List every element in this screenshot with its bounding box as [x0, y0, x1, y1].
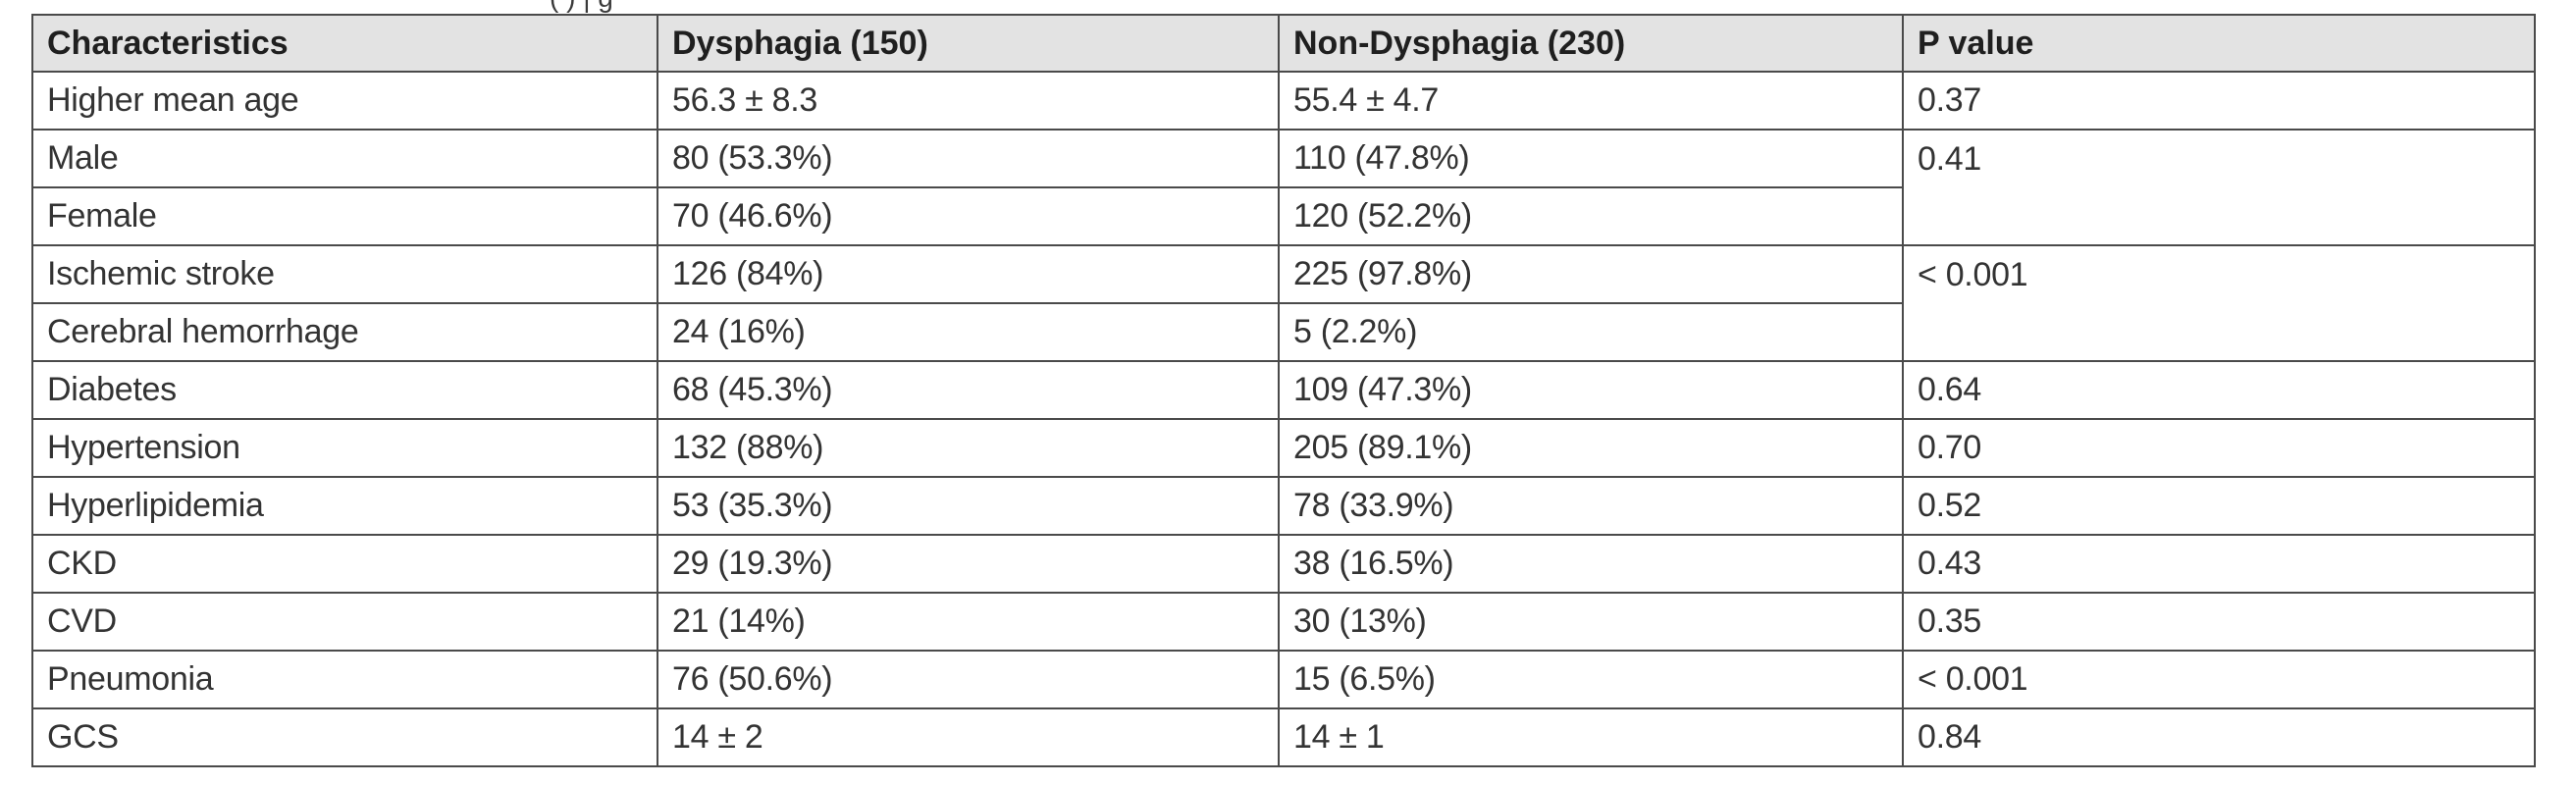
table-body: Higher mean age 56.3 ± 8.3 55.4 ± 4.7 0.…: [31, 71, 2536, 767]
cell-p-value: 0.64: [1902, 360, 2536, 420]
table-row: Cerebral hemorrhage 24 (16%) 5 (2.2%): [31, 302, 2535, 362]
header-dysphagia: Dysphagia (150): [657, 14, 1280, 73]
table-row: Female 70 (46.6%) 120 (52.2%): [31, 186, 2535, 246]
cell-characteristic: Hypertension: [31, 418, 658, 478]
table-row: Male 80 (53.3%) 110 (47.8%) 0.41: [31, 129, 2536, 246]
header-row: Characteristics Dysphagia (150) Non-Dysp…: [31, 14, 2536, 73]
cell-non-dysphagia: 78 (33.9%): [1278, 476, 1904, 536]
cell-dysphagia: 76 (50.6%): [657, 650, 1280, 709]
cell-characteristic: Diabetes: [31, 360, 658, 420]
cell-dysphagia: 126 (84%): [657, 244, 1280, 304]
table-row: CKD 29 (19.3%) 38 (16.5%) 0.43: [31, 534, 2536, 594]
table-row: GCS 14 ± 2 14 ± 1 0.84: [31, 707, 2536, 767]
header-characteristics: Characteristics: [31, 14, 658, 73]
cell-dysphagia: 70 (46.6%): [657, 186, 1280, 246]
characteristics-table-container: Characteristics Dysphagia (150) Non-Dysp…: [31, 14, 2536, 767]
cell-characteristic: Pneumonia: [31, 650, 658, 709]
table-row: Higher mean age 56.3 ± 8.3 55.4 ± 4.7 0.…: [31, 71, 2536, 131]
table-row: Hypertension 132 (88%) 205 (89.1%) 0.70: [31, 418, 2536, 478]
cell-dysphagia: 53 (35.3%): [657, 476, 1280, 536]
table-row: Pneumonia 76 (50.6%) 15 (6.5%) < 0.001: [31, 650, 2536, 709]
table-header: Characteristics Dysphagia (150) Non-Dysp…: [31, 14, 2536, 73]
cell-non-dysphagia: 205 (89.1%): [1278, 418, 1904, 478]
characteristics-table: Characteristics Dysphagia (150) Non-Dysp…: [31, 14, 2536, 767]
table-row: CVD 21 (14%) 30 (13%) 0.35: [31, 592, 2536, 652]
cell-dysphagia: 21 (14%): [657, 592, 1280, 652]
cell-dysphagia: 132 (88%): [657, 418, 1280, 478]
cell-non-dysphagia: 55.4 ± 4.7: [1278, 71, 1904, 131]
cell-p-value: < 0.001: [1902, 244, 2536, 362]
cell-dysphagia: 24 (16%): [657, 302, 1280, 362]
cell-characteristic: GCS: [31, 707, 658, 767]
cell-non-dysphagia: 5 (2.2%): [1278, 302, 1904, 362]
cell-dysphagia: 56.3 ± 8.3: [657, 71, 1280, 131]
cell-non-dysphagia: 109 (47.3%): [1278, 360, 1904, 420]
cell-non-dysphagia: 225 (97.8%): [1278, 244, 1904, 304]
cell-p-value: 0.84: [1902, 707, 2536, 767]
cell-dysphagia: 68 (45.3%): [657, 360, 1280, 420]
cell-p-value: 0.41: [1902, 129, 2536, 246]
table-row: Diabetes 68 (45.3%) 109 (47.3%) 0.64: [31, 360, 2536, 420]
cell-non-dysphagia: 14 ± 1: [1278, 707, 1904, 767]
cell-p-value: 0.37: [1902, 71, 2536, 131]
cell-non-dysphagia: 110 (47.8%): [1278, 129, 1904, 188]
cell-non-dysphagia: 38 (16.5%): [1278, 534, 1904, 594]
cell-dysphagia: 29 (19.3%): [657, 534, 1280, 594]
cell-p-value: 0.43: [1902, 534, 2536, 594]
cell-non-dysphagia: 120 (52.2%): [1278, 186, 1904, 246]
header-p-value: P value: [1902, 14, 2536, 73]
cell-dysphagia: 80 (53.3%): [657, 129, 1280, 188]
table-caption-fragment: ( ) | g: [550, 0, 613, 14]
cell-characteristic: Male: [31, 129, 658, 188]
cell-non-dysphagia: 15 (6.5%): [1278, 650, 1904, 709]
cell-p-value: 0.35: [1902, 592, 2536, 652]
cell-characteristic: Higher mean age: [31, 71, 658, 131]
cell-p-value: < 0.001: [1902, 650, 2536, 709]
cell-characteristic: Hyperlipidemia: [31, 476, 658, 536]
cell-p-value: 0.70: [1902, 418, 2536, 478]
cell-non-dysphagia: 30 (13%): [1278, 592, 1904, 652]
cell-dysphagia: 14 ± 2: [657, 707, 1280, 767]
table-row: Ischemic stroke 126 (84%) 225 (97.8%) < …: [31, 244, 2536, 362]
header-non-dysphagia: Non-Dysphagia (230): [1278, 14, 1904, 73]
cell-characteristic: Ischemic stroke: [31, 244, 658, 304]
cell-characteristic: Female: [31, 186, 658, 246]
cell-p-value: 0.52: [1902, 476, 2536, 536]
table-row: Hyperlipidemia 53 (35.3%) 78 (33.9%) 0.5…: [31, 476, 2536, 536]
cell-characteristic: CVD: [31, 592, 658, 652]
cell-characteristic: Cerebral hemorrhage: [31, 302, 658, 362]
cell-characteristic: CKD: [31, 534, 658, 594]
